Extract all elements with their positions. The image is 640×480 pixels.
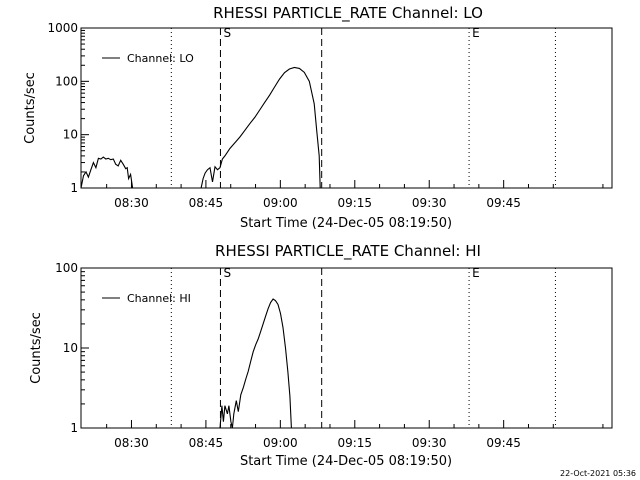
x-tick-label: 09:15 bbox=[337, 196, 372, 210]
chart-title: RHESSI PARTICLE_RATE Channel: HI bbox=[215, 242, 481, 261]
legend-entry: Channel: LO bbox=[127, 52, 194, 65]
y-tick-label: 100 bbox=[55, 74, 78, 88]
y-tick-label: 1 bbox=[70, 421, 78, 435]
x-tick-label: 08:30 bbox=[114, 196, 149, 210]
x-tick-label: 08:45 bbox=[189, 196, 224, 210]
timestamp-footer: 22-Oct-2021 05:36 bbox=[560, 469, 636, 478]
marker-label: S bbox=[223, 26, 231, 40]
y-tick-label: 100 bbox=[55, 261, 78, 275]
marker-label: S bbox=[223, 266, 231, 280]
x-tick-label: 09:15 bbox=[337, 436, 372, 450]
x-tick-label: 09:30 bbox=[412, 436, 447, 450]
y-tick-label: 10 bbox=[63, 128, 78, 142]
x-tick-label: 09:00 bbox=[263, 196, 298, 210]
x-axis-label: Start Time (24-Dec-05 08:19:50) bbox=[240, 454, 452, 469]
y-tick-label: 1000 bbox=[47, 21, 78, 35]
x-tick-label: 09:45 bbox=[486, 196, 521, 210]
x-tick-label: 09:45 bbox=[486, 436, 521, 450]
plot-frame bbox=[80, 27, 613, 189]
x-axis-label: Start Time (24-Dec-05 08:19:50) bbox=[240, 216, 452, 231]
plot-area: 1 10 100 08:30 08:45 09:00 09:15 09:30 09:45 S E bbox=[55, 261, 613, 450]
series-line bbox=[200, 66, 321, 189]
series-line bbox=[80, 156, 134, 189]
x-tick-label: 09:30 bbox=[412, 196, 447, 210]
marker-label: E bbox=[472, 266, 480, 280]
panel-hi: RHESSI PARTICLE_RATE Channel: HI 1 10 100 0… bbox=[29, 242, 613, 469]
legend-entry: Channel: HI bbox=[127, 292, 191, 305]
y-axis-label: Counts/sec bbox=[23, 72, 38, 144]
x-tick-label: 08:30 bbox=[114, 436, 149, 450]
x-tick-label: 08:45 bbox=[189, 436, 224, 450]
panel-lo: RHESSI PARTICLE_RATE Channel: LO 1101001… bbox=[23, 4, 613, 231]
series-line bbox=[219, 298, 292, 429]
y-tick-label: 10 bbox=[63, 341, 78, 355]
y-axis-label: Counts/sec bbox=[29, 312, 44, 384]
x-tick-label: 09:00 bbox=[263, 436, 298, 450]
chart-title: RHESSI PARTICLE_RATE Channel: LO bbox=[213, 4, 483, 23]
marker-label: E bbox=[472, 26, 480, 40]
y-tick-label: 1 bbox=[70, 181, 78, 195]
plot-area: 1 10 100 1000 08:30 08:45 09:00 09:15 09:30 09:45… bbox=[47, 21, 613, 210]
